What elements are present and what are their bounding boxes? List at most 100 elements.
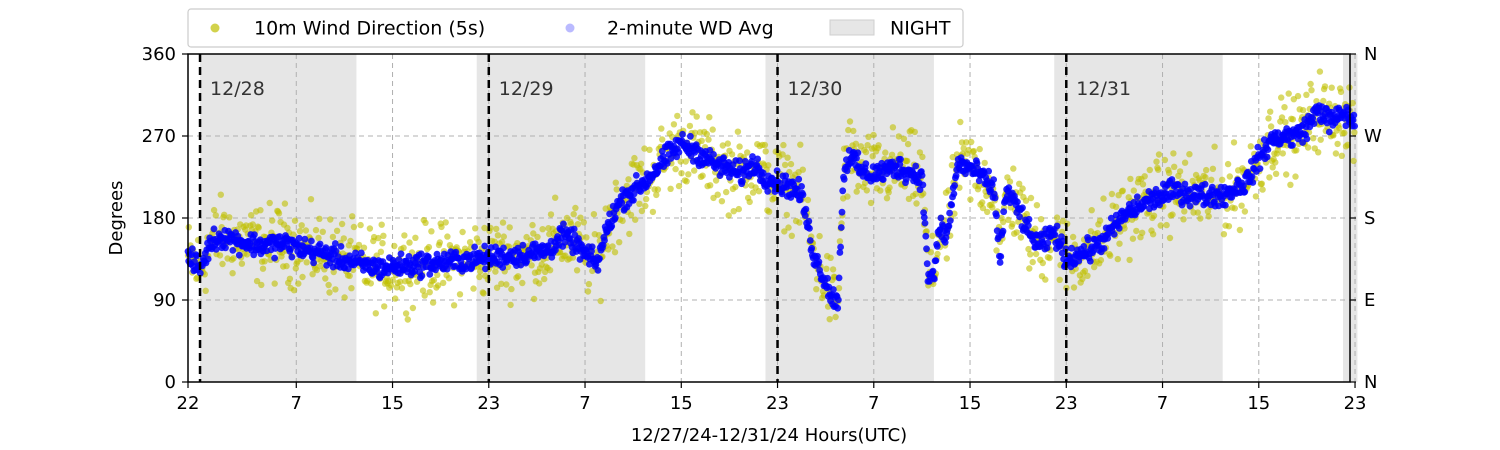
wind-direction-point [434, 282, 442, 289]
wind-direction-point [736, 143, 743, 150]
wind-direction-point [832, 313, 839, 321]
wind-direction-point [883, 195, 891, 202]
wind-direction-point [494, 232, 502, 239]
wd-avg-point [594, 267, 602, 274]
wd-avg-point [596, 255, 603, 262]
wind-direction-point [693, 113, 700, 120]
wind-direction-point [259, 265, 267, 272]
wd-avg-point [1014, 198, 1021, 206]
wd-avg-point [988, 181, 996, 189]
wind-direction-point [1209, 165, 1217, 172]
wind-direction-point [1025, 245, 1032, 253]
wind-direction-point [346, 272, 353, 280]
wind-direction-point [967, 196, 974, 203]
wind-direction-point [536, 280, 543, 287]
wind-direction-point [1341, 129, 1348, 137]
wd-avg-point [523, 258, 530, 265]
wind-direction-point [975, 183, 982, 190]
wind-direction-point [271, 280, 278, 287]
x-tick-label: 7 [579, 393, 590, 414]
wd-avg-point [618, 199, 626, 207]
wind-direction-point [797, 141, 804, 148]
wd-avg-point [932, 257, 940, 264]
wind-direction-point [243, 251, 251, 258]
wd-avg-point [920, 214, 928, 221]
wind-direction-point [499, 219, 507, 226]
wind-direction-point [480, 290, 487, 297]
wind-direction-point [1017, 234, 1025, 241]
y-tick-label-compass: S [1364, 208, 1375, 229]
wind-direction-point [1285, 90, 1292, 97]
wd-avg-point [991, 194, 999, 202]
wd-avg-point [471, 243, 478, 251]
wd-avg-point [397, 250, 405, 258]
wd-avg-point [287, 245, 294, 253]
wd-avg-point [1051, 231, 1059, 239]
wind-direction-point [1056, 276, 1063, 283]
wd-avg-point [710, 151, 717, 158]
wind-direction-point [870, 131, 877, 139]
wind-direction-point [659, 136, 666, 143]
wind-direction-point [1139, 229, 1146, 236]
wind-direction-point [755, 188, 763, 195]
wind-direction-point [1013, 229, 1020, 236]
wind-direction-point [534, 233, 541, 241]
wind-direction-point [1130, 187, 1138, 194]
wind-direction-point [1225, 223, 1233, 230]
wind-direction-point [440, 279, 447, 287]
wind-direction-point [1320, 97, 1327, 105]
wd-avg-point [897, 155, 904, 163]
wind-direction-point [888, 151, 896, 158]
wind-direction-point [626, 230, 633, 238]
wind-direction-point [295, 280, 302, 287]
wd-avg-point [835, 274, 843, 282]
wind-direction-point [476, 273, 483, 281]
wind-direction-point [1349, 99, 1356, 107]
wind-direction-point [1307, 80, 1314, 88]
wind-direction-point [1287, 181, 1294, 188]
wd-avg-point [973, 159, 981, 167]
wind-direction-point [261, 258, 268, 265]
wind-direction-point [765, 162, 772, 169]
wind-direction-point [1332, 150, 1340, 157]
wind-direction-point [678, 170, 685, 177]
wind-direction-point [422, 219, 429, 226]
wd-avg-point [1309, 114, 1317, 122]
wind-direction-point [957, 118, 964, 126]
wd-avg-point [929, 267, 937, 275]
wd-avg-point [601, 237, 608, 244]
x-tick-label: 15 [1247, 393, 1270, 414]
wind-direction-point [1133, 227, 1140, 235]
wind-direction-point [1208, 176, 1215, 183]
wind-direction-point [493, 225, 500, 233]
wd-avg-point [417, 250, 425, 258]
wind-direction-point [1231, 205, 1239, 212]
wind-direction-point [1155, 166, 1162, 173]
wind-direction-point [863, 187, 870, 194]
wind-direction-point [616, 239, 623, 246]
x-tick-label: 15 [670, 393, 693, 414]
wind-direction-point [852, 140, 860, 147]
wind-direction-point [613, 186, 620, 193]
wind-direction-point [1139, 181, 1147, 188]
wind-direction-point [380, 232, 387, 239]
wind-direction-point [911, 128, 918, 136]
wd-avg-point [798, 183, 805, 190]
wind-direction-point [1316, 68, 1324, 75]
wind-direction-point [1088, 207, 1095, 214]
wind-direction-point [1336, 124, 1343, 132]
wind-direction-point [1278, 94, 1285, 101]
wind-direction-point [409, 304, 417, 312]
wind-direction-point [835, 285, 843, 292]
wind-direction-point [226, 214, 233, 221]
wind-direction-point [444, 233, 451, 240]
wd-avg-point [679, 130, 686, 138]
wd-avg-point [310, 259, 317, 267]
wind-direction-point [1033, 202, 1041, 209]
wind-direction-point [1027, 194, 1035, 202]
wind-direction-point [796, 219, 803, 226]
wind-direction-point [845, 126, 852, 134]
wd-avg-point [271, 254, 278, 262]
wind-direction-point [1069, 233, 1077, 241]
wind-direction-point [1032, 225, 1039, 232]
